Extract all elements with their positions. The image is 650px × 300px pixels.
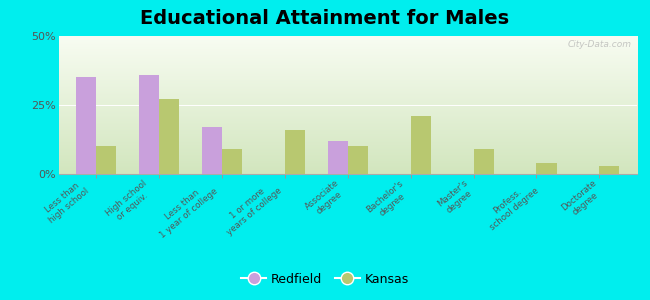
Legend: Redfield, Kansas: Redfield, Kansas xyxy=(236,268,414,291)
Bar xyxy=(96,146,116,174)
Text: Educational Attainment for Males: Educational Attainment for Males xyxy=(140,9,510,28)
Bar xyxy=(76,77,96,174)
Text: Master's
degree: Master's degree xyxy=(436,178,476,217)
Text: Less than
high school: Less than high school xyxy=(40,178,90,225)
Text: Bachelor's
degree: Bachelor's degree xyxy=(365,178,412,222)
Bar xyxy=(285,130,305,174)
Text: Profess.
school degree: Profess. school degree xyxy=(482,178,541,232)
Bar xyxy=(139,75,159,174)
Bar xyxy=(348,146,368,174)
Text: City-Data.com: City-Data.com xyxy=(567,40,631,49)
Bar xyxy=(536,163,556,174)
Bar xyxy=(159,100,179,174)
Bar xyxy=(599,166,619,174)
Text: High school
or equiv.: High school or equiv. xyxy=(104,178,155,226)
Text: Associate
degree: Associate degree xyxy=(304,178,348,220)
Bar xyxy=(473,149,493,174)
Bar xyxy=(411,116,431,174)
Text: Doctorate
degree: Doctorate degree xyxy=(560,178,605,221)
Bar xyxy=(222,149,242,174)
Text: Less than
1 year of college: Less than 1 year of college xyxy=(151,178,219,240)
Bar xyxy=(202,127,222,174)
Text: 1 or more
years of college: 1 or more years of college xyxy=(218,178,283,238)
Bar xyxy=(328,141,348,174)
